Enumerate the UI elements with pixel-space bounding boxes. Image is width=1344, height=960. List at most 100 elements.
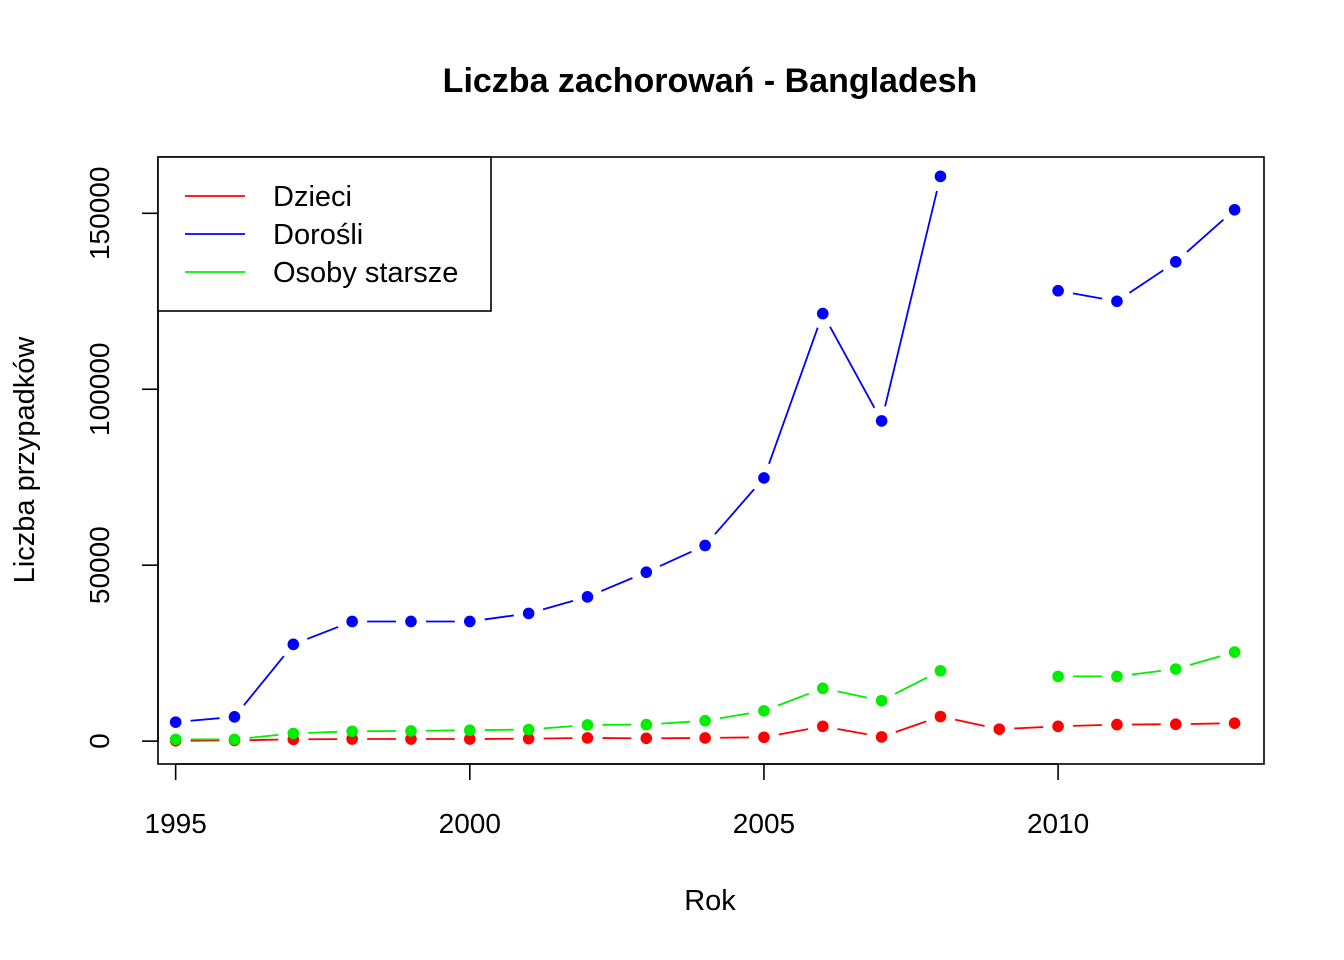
series-2-point xyxy=(758,472,770,484)
series-3-point xyxy=(228,733,241,746)
series-2-point xyxy=(405,615,417,628)
chart-title: Liczba zachorowań - Bangladesh xyxy=(443,62,978,100)
series-2-point xyxy=(169,716,182,728)
y-tick-label: 0 xyxy=(84,733,115,749)
series-1-segment xyxy=(1190,722,1220,725)
series-3-segment xyxy=(1131,669,1161,676)
series-1-point xyxy=(463,733,476,745)
series-3-point xyxy=(699,714,711,727)
series-1-point xyxy=(993,723,1006,735)
y-tick-label: 100000 xyxy=(84,343,115,436)
series-1-segment xyxy=(895,720,927,733)
series-2-segment xyxy=(484,614,514,621)
series-2-point xyxy=(875,415,888,427)
x-tick-label: 2000 xyxy=(439,808,501,839)
legend: Dzieci Dorośli Osoby starsze xyxy=(157,156,492,312)
series-1-point xyxy=(522,732,535,745)
series-1-segment xyxy=(1073,724,1102,727)
series-3-segment xyxy=(249,734,279,739)
series-3-point xyxy=(169,733,182,746)
series-1-point xyxy=(581,732,594,744)
series-2-segment xyxy=(1128,269,1164,294)
series-2-point xyxy=(1111,295,1123,308)
y-tick-label: 50000 xyxy=(84,526,115,604)
series-2-segment xyxy=(542,600,574,611)
series-3-point xyxy=(875,694,888,707)
series-2-segment xyxy=(190,717,220,722)
series-1 xyxy=(169,710,1241,747)
series-3-segment xyxy=(894,676,928,695)
series-1-segment xyxy=(778,728,809,736)
series-2-point xyxy=(463,615,476,628)
series-2-segment xyxy=(829,326,876,409)
series-1-point xyxy=(1052,720,1064,733)
series-3-segment xyxy=(543,725,573,730)
series-3-point xyxy=(287,727,300,740)
series-3-point xyxy=(1169,663,1182,675)
series-2-point xyxy=(934,170,947,183)
series-3-point xyxy=(1228,646,1241,658)
series-2-segment xyxy=(243,655,285,706)
series-1-point xyxy=(816,720,829,733)
y-tick-label: 150000 xyxy=(84,167,115,260)
series-2-point xyxy=(287,638,300,651)
series-2-point xyxy=(1169,256,1182,268)
series-3-segment xyxy=(1189,655,1221,666)
series-3-segment xyxy=(308,730,338,734)
series-3-point xyxy=(816,682,829,695)
series-3-point xyxy=(346,725,358,738)
series-1-segment xyxy=(1014,726,1044,730)
series-1-point xyxy=(699,732,711,744)
series-1-segment xyxy=(954,718,985,727)
x-axis-label: Rok xyxy=(684,885,736,917)
x-tick-label: 2005 xyxy=(733,808,795,839)
series-2-point xyxy=(581,591,594,603)
series-2-segment xyxy=(600,577,633,592)
series-1-point xyxy=(1228,717,1241,729)
series-3-segment xyxy=(661,720,691,725)
legend-label-2: Dorośli xyxy=(273,219,363,251)
series-1-point xyxy=(934,710,947,723)
series-1-point xyxy=(758,731,770,744)
series-1-point xyxy=(405,733,417,745)
series-3-point xyxy=(640,718,653,731)
legend-label-3: Osoby starsze xyxy=(273,257,458,289)
x-tick-label: 2010 xyxy=(1027,808,1089,839)
series-1-point xyxy=(1111,718,1123,731)
series-2-segment xyxy=(884,190,938,407)
series-3-point xyxy=(1052,670,1064,683)
series-2-segment xyxy=(714,488,755,535)
series-2-segment xyxy=(306,626,339,640)
series-1-point xyxy=(640,732,653,745)
x-axis: 1995 2000 2005 2010 xyxy=(145,763,1089,839)
series-2-segment xyxy=(1186,219,1224,253)
legend-label-1: Dzieci xyxy=(273,181,352,213)
series-2-point xyxy=(1052,284,1064,297)
series-3-point xyxy=(934,664,947,677)
y-axis-label: Liczba przypadków xyxy=(9,336,41,584)
series-3-point xyxy=(463,724,476,737)
y-axis: 0 50000 100000 150000 xyxy=(84,167,159,749)
series-2-point xyxy=(346,615,358,628)
series-2-point xyxy=(1228,203,1241,216)
series-1-point xyxy=(875,731,888,743)
series-1-segment xyxy=(249,738,279,742)
series-layer xyxy=(169,170,1241,747)
series-3-segment xyxy=(719,712,750,720)
series-3-point xyxy=(405,725,417,737)
series-3-point xyxy=(522,723,535,736)
series-2-segment xyxy=(768,327,819,465)
series-2-segment xyxy=(1072,292,1103,300)
series-2 xyxy=(169,170,1241,728)
series-1-point xyxy=(1169,718,1182,731)
series-3-segment xyxy=(777,692,810,707)
series-1-segment xyxy=(837,728,868,736)
series-3-point xyxy=(1111,670,1123,683)
series-3 xyxy=(169,646,1241,746)
series-2-point xyxy=(640,566,653,579)
series-2-point xyxy=(228,711,241,723)
series-2-point xyxy=(522,607,535,620)
series-3-point xyxy=(581,719,594,731)
